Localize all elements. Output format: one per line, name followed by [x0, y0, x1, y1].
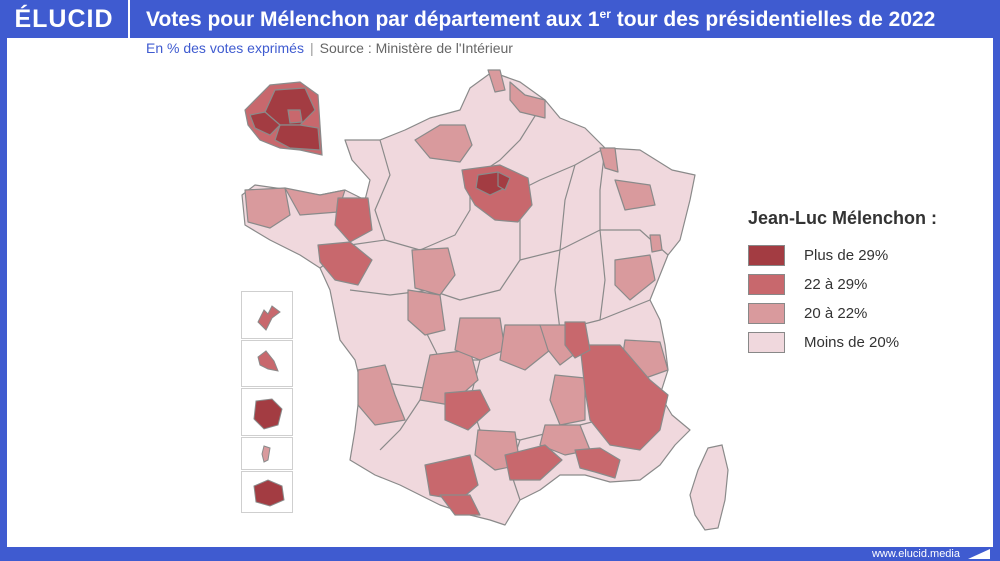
subtitle-separator: | [309, 40, 314, 56]
region-20-22-bretagne-west [244, 187, 291, 229]
title-main: Votes pour Mélenchon par département aux… [146, 7, 600, 31]
inset-reunion [241, 471, 293, 513]
region-22-29-haute-vienne [444, 389, 491, 431]
elucid-logo[interactable]: ÉLUCID [0, 0, 130, 38]
region-20-22-nord-west [487, 69, 506, 93]
brand-triangle-icon [968, 549, 990, 559]
inset-mayotte [241, 437, 293, 470]
legend-label: Plus de 29% [804, 247, 889, 264]
legend-item: Moins de 20% [748, 328, 937, 357]
region-20-22-alsace [649, 234, 663, 253]
region-20-22-lorraine [614, 179, 656, 211]
region-20-22-loire [499, 324, 551, 371]
site-url[interactable]: www.elucid.media [871, 548, 960, 560]
legend-label: 20 à 22% [804, 305, 868, 322]
inset-guyane [241, 388, 293, 436]
region-20-22-auvergne [454, 317, 506, 361]
unit-note: En % des votes exprimés [146, 40, 304, 56]
legend-swatch [748, 303, 785, 324]
title-sup: er [599, 6, 611, 21]
legend-item: Plus de 29% [748, 241, 937, 270]
legend-title: Jean-Luc Mélenchon : [748, 208, 938, 228]
source-note: Source : Ministère de l'Intérieur [319, 40, 513, 56]
region-20-22-vosges [614, 254, 656, 301]
region-20-22-nord [509, 81, 546, 119]
region-22-29-rhone-alpes [579, 344, 669, 451]
region-over-29-seine-st-denis [497, 171, 511, 191]
region-22-29-haute-garonne [424, 454, 479, 501]
region-20-22-centre [411, 247, 456, 296]
title-end: tour des présidentielles de 2022 [610, 7, 936, 31]
inset-martinique [241, 340, 293, 387]
region-22-29-ain [564, 321, 591, 359]
legend-label: Moins de 20% [804, 334, 900, 351]
legend-item: 22 à 29% [748, 270, 937, 299]
region-22-29-bouches-rhone [574, 447, 621, 479]
region-22-29-ille-vilaine [334, 197, 373, 243]
region-20-22-normandie [414, 124, 473, 163]
region-20-22-vienne [407, 289, 446, 336]
legend-item: 20 à 22% [748, 299, 937, 328]
legend-swatch [748, 332, 785, 353]
legend-swatch [748, 274, 785, 295]
subtitle: En % des votes exprimés | Source : Ministè… [146, 40, 513, 56]
region-20-22-ardennes [599, 147, 619, 173]
overseas-insets [241, 291, 293, 513]
map-corsica [689, 444, 729, 531]
inset-guadeloupe [241, 291, 293, 339]
footer-bar: www.elucid.media [0, 547, 1000, 561]
header-bar: ÉLUCID Votes pour Mélenchon par départem… [0, 0, 1000, 38]
region-22-29-pyrenees [439, 494, 481, 516]
chart-title: Votes pour Mélenchon par département aux… [130, 7, 935, 32]
region-20-22-aquitaine [357, 364, 406, 426]
legend-label: 22 à 29% [804, 276, 868, 293]
legend-swatch [748, 245, 785, 266]
region-22-29-loire-atlantique [317, 241, 373, 286]
region-22-29-herault [504, 444, 563, 481]
paris-inset [244, 81, 323, 156]
region-20-22-ardeche [549, 374, 586, 426]
map-legend: Jean-Luc Mélenchon : Plus de 29% 22 à 29… [748, 208, 937, 357]
